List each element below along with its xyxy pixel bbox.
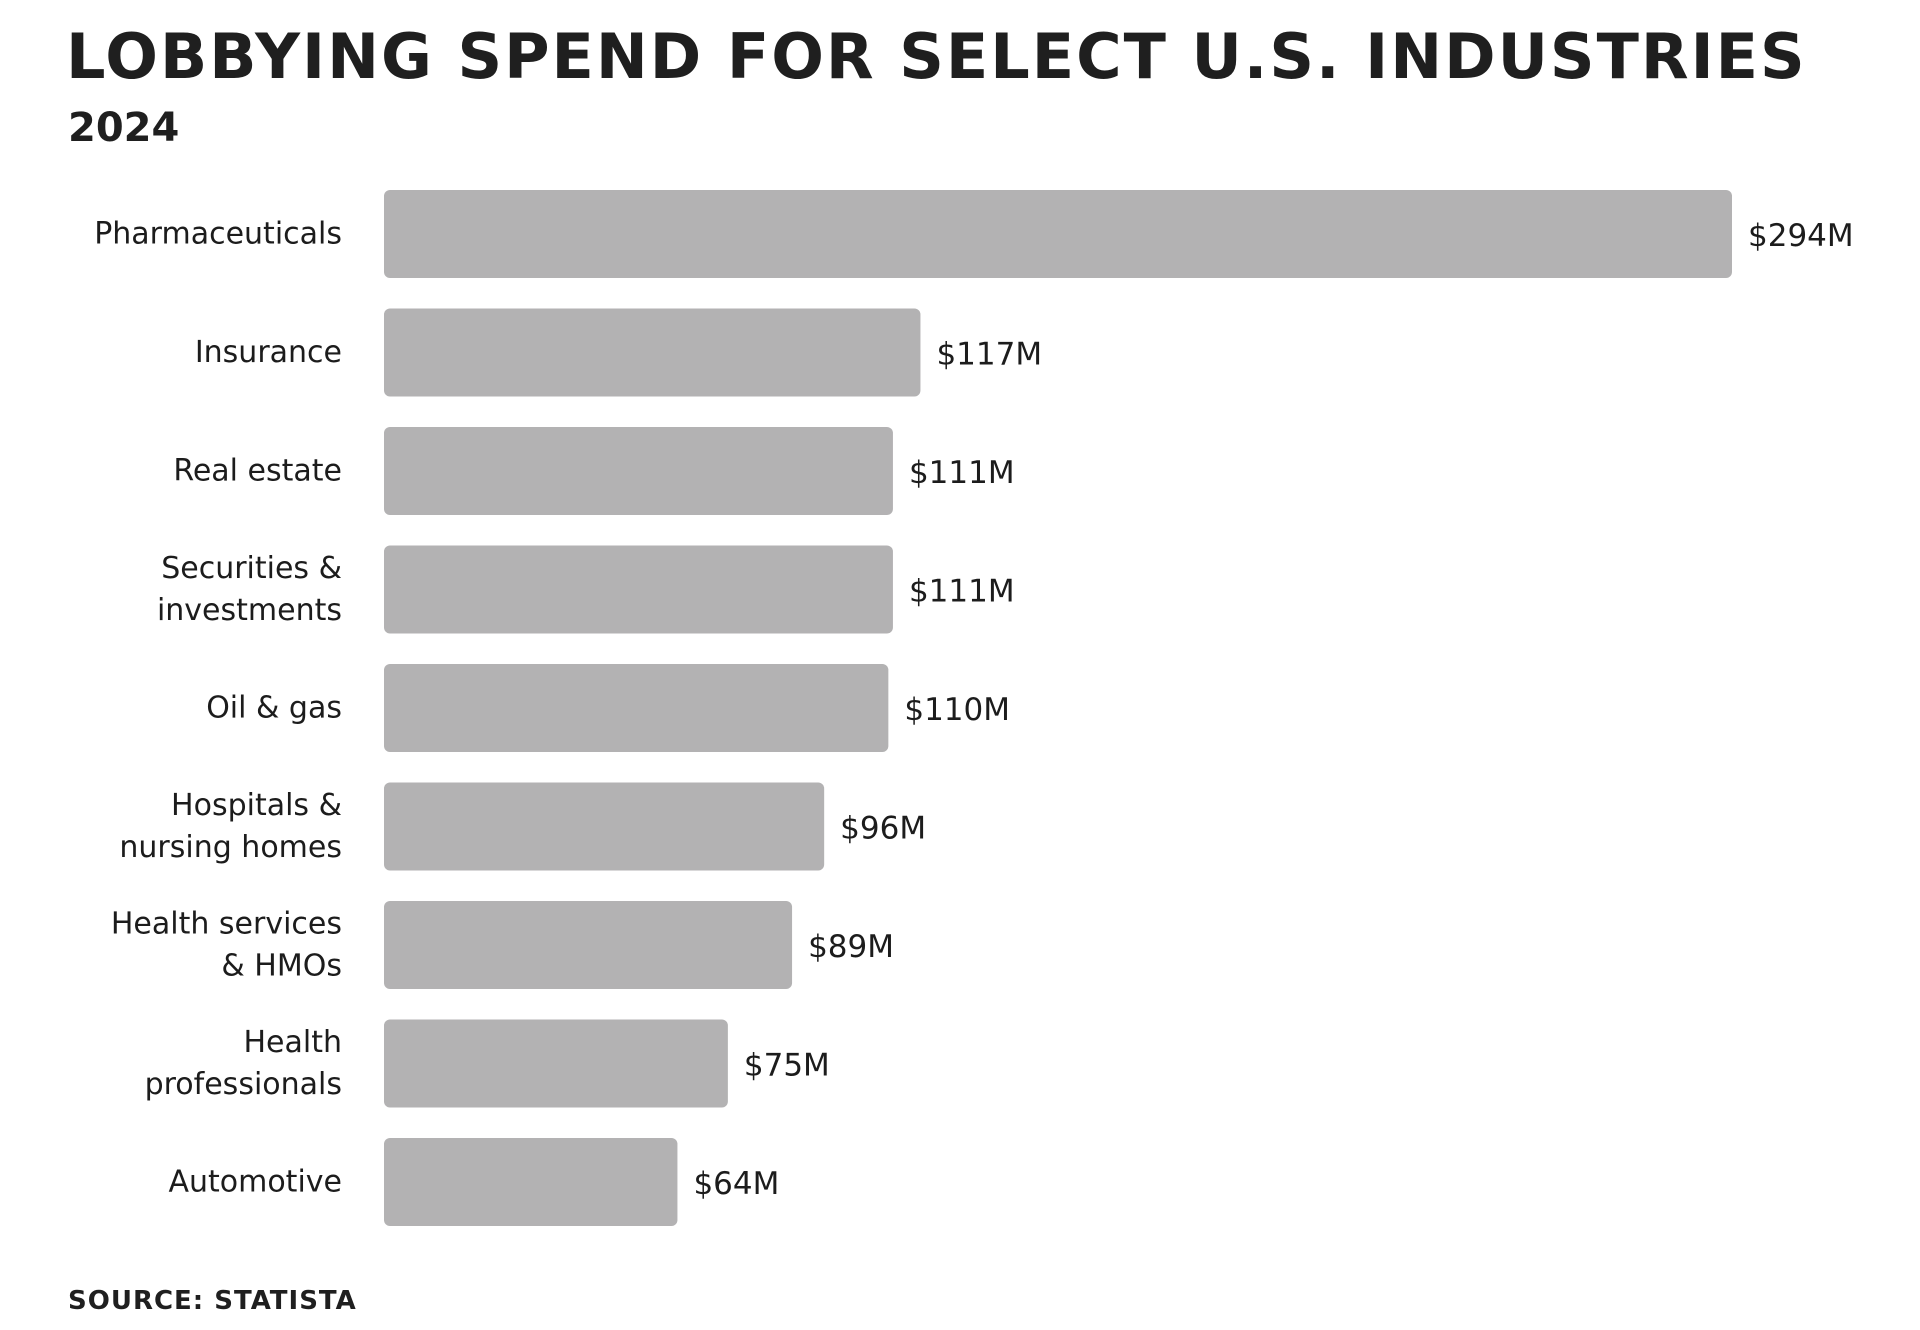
category-label: Oil & gas: [206, 691, 342, 726]
category-label: Hospitals &: [171, 788, 342, 823]
category-label: Insurance: [195, 335, 342, 370]
category-label: Real estate: [173, 454, 342, 489]
value-label: $111M: [909, 574, 1015, 610]
source-note: Source: Statista: [68, 1286, 357, 1316]
bar: [384, 190, 1732, 278]
bar: [384, 782, 825, 871]
bar: [384, 1019, 728, 1108]
chart-title: Lobbying spend for select U.S. industrie…: [66, 20, 1807, 93]
category-label: investments: [157, 593, 342, 628]
value-label: $110M: [904, 692, 1010, 728]
value-label: $294M: [1748, 218, 1854, 254]
category-label: Health: [243, 1025, 342, 1060]
bar: [384, 308, 921, 397]
bar: [384, 664, 889, 752]
category-label: nursing homes: [119, 830, 342, 865]
value-label: $117M: [936, 337, 1042, 373]
bar: [384, 901, 793, 989]
category-label: professionals: [145, 1067, 342, 1102]
category-label: Automotive: [168, 1165, 342, 1200]
bar: [384, 545, 893, 634]
category-label: & HMOs: [221, 949, 342, 984]
category-label: Securities &: [161, 551, 342, 586]
category-label: Pharmaceuticals: [94, 217, 342, 252]
chart-subtitle: 2024: [68, 105, 180, 151]
category-label: Health services: [111, 907, 342, 942]
value-label: $111M: [909, 455, 1015, 491]
bar: [384, 1138, 678, 1226]
value-label: $96M: [840, 811, 926, 847]
bar: [384, 427, 893, 515]
value-label: $75M: [744, 1048, 830, 1084]
value-label: $89M: [808, 929, 894, 965]
value-label: $64M: [693, 1166, 779, 1202]
